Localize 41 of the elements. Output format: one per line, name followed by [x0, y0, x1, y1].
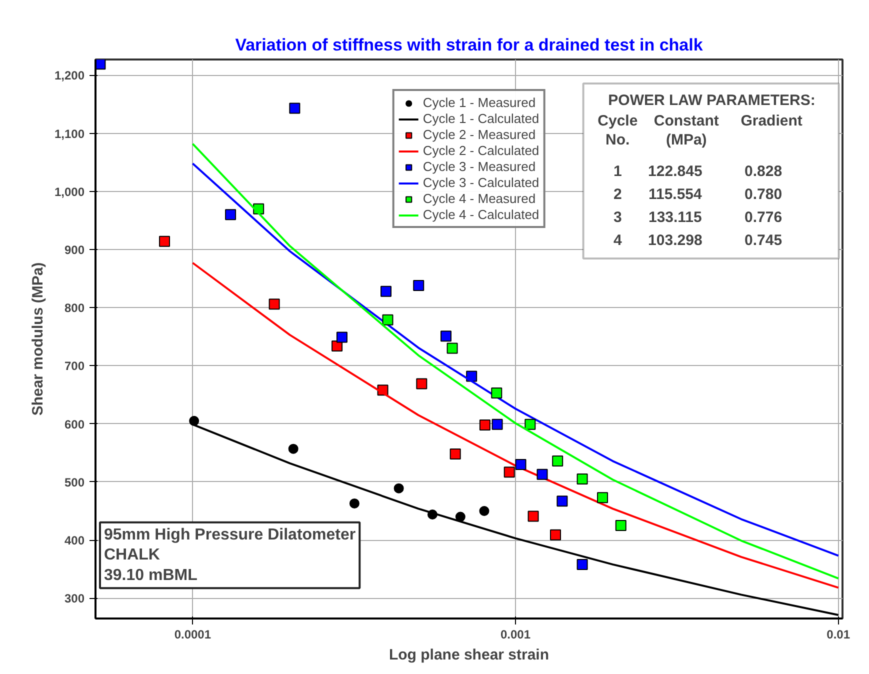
- legend-label: Cycle 3 - Calculated: [422, 175, 540, 190]
- legend-label: Cycle 1 - Measured: [422, 95, 536, 110]
- annotation: 122.845: [648, 163, 702, 180]
- y-tick-label: 1,000: [54, 184, 85, 199]
- x-tick-label: 0.01: [826, 628, 850, 642]
- annotation: 95mm High Pressure Dilatometer CHALK 39.10 mBML: [104, 526, 356, 584]
- legend-label: Cycle 4 - Measured: [422, 191, 536, 206]
- y-axis-title: Shear modulus (MPa): [29, 262, 46, 416]
- y-tick-label: 900: [64, 243, 85, 258]
- legend-label: Cycle 2 - Measured: [422, 127, 536, 142]
- legend-label: Cycle 4 - Calculated: [422, 207, 540, 222]
- y-tick-label: 500: [64, 475, 85, 490]
- annotation: 115.554: [648, 186, 703, 204]
- legend-label: Cycle 3 - Measured: [422, 159, 536, 174]
- annotation: POWER LAW PARAMETERS:: [608, 92, 816, 109]
- y-tick-label: 700: [64, 359, 85, 374]
- x-tick-label: 0.001: [500, 628, 531, 642]
- x-tick-label: 0.0001: [174, 628, 212, 642]
- annotation: 3: [613, 209, 622, 226]
- annotation: 4: [613, 232, 622, 249]
- chart-title: Variation of stiffness with strain for a drained test in chalk: [235, 36, 704, 54]
- annotation: 0.745: [744, 232, 782, 249]
- y-tick-label: 1,100: [54, 126, 85, 141]
- annotation: 0.828: [744, 163, 782, 180]
- annotation: 103.298: [648, 232, 702, 249]
- annotation: 1: [613, 163, 622, 180]
- y-tick-label: 300: [64, 592, 85, 606]
- annotation: Cycle No.: [598, 112, 638, 148]
- annotation: 0.776: [744, 209, 782, 226]
- annotation: 2: [613, 186, 622, 204]
- x-axis-title: Log plane shear strain: [388, 646, 550, 664]
- y-tick-label: 800: [64, 301, 85, 316]
- annotation: Constant (MPa): [654, 112, 719, 148]
- y-tick-label: 1,200: [54, 68, 85, 83]
- y-tick-label: 600: [64, 417, 85, 432]
- annotation: Gradient: [740, 112, 802, 130]
- annotation: 0.780: [744, 186, 782, 204]
- y-tick-label: 400: [64, 534, 85, 548]
- legend-label: Cycle 1 - Calculated: [422, 111, 540, 126]
- legend-label: Cycle 2 - Calculated: [422, 143, 540, 158]
- annotation: 133.115: [648, 209, 702, 226]
